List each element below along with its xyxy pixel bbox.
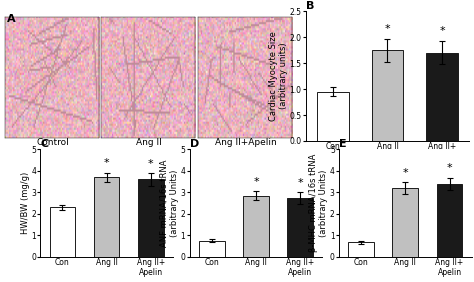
Text: *: * bbox=[104, 158, 109, 168]
Bar bbox=[372, 50, 403, 141]
Bar bbox=[138, 179, 164, 257]
Text: *: * bbox=[148, 159, 154, 169]
Text: *: * bbox=[297, 178, 303, 188]
Bar bbox=[426, 53, 458, 141]
Y-axis label: HW/BW (mg/g): HW/BW (mg/g) bbox=[21, 172, 30, 234]
Bar bbox=[348, 242, 374, 257]
Y-axis label: β-MHC mRNA/16s tRNA
(arbitrary Units): β-MHC mRNA/16s tRNA (arbitrary Units) bbox=[309, 154, 328, 252]
Bar bbox=[437, 184, 462, 257]
Bar bbox=[94, 177, 119, 257]
Text: Ang II+Apelin: Ang II+Apelin bbox=[215, 138, 276, 147]
Text: *: * bbox=[402, 168, 408, 178]
Text: C: C bbox=[40, 139, 48, 149]
Bar bbox=[243, 195, 269, 257]
Text: *: * bbox=[253, 177, 259, 187]
Text: D: D bbox=[190, 139, 199, 149]
Y-axis label: ANF mRNA/16s tRNA
(arbitrary Units): ANF mRNA/16s tRNA (arbitrary Units) bbox=[160, 159, 179, 247]
Text: Ang II: Ang II bbox=[137, 138, 162, 147]
Text: E: E bbox=[339, 139, 346, 149]
Text: A: A bbox=[7, 14, 16, 24]
Text: *: * bbox=[439, 26, 445, 36]
Bar bbox=[287, 198, 313, 257]
Bar bbox=[317, 92, 349, 141]
Text: Control: Control bbox=[36, 138, 69, 147]
Text: B: B bbox=[306, 1, 314, 10]
Text: *: * bbox=[385, 24, 390, 34]
Bar bbox=[199, 241, 225, 257]
Bar bbox=[50, 207, 75, 257]
Text: *: * bbox=[447, 164, 452, 173]
Y-axis label: Cardiac Myocyte Size
(arbitrary units): Cardiac Myocyte Size (arbitrary units) bbox=[269, 31, 288, 121]
Bar bbox=[392, 188, 418, 257]
